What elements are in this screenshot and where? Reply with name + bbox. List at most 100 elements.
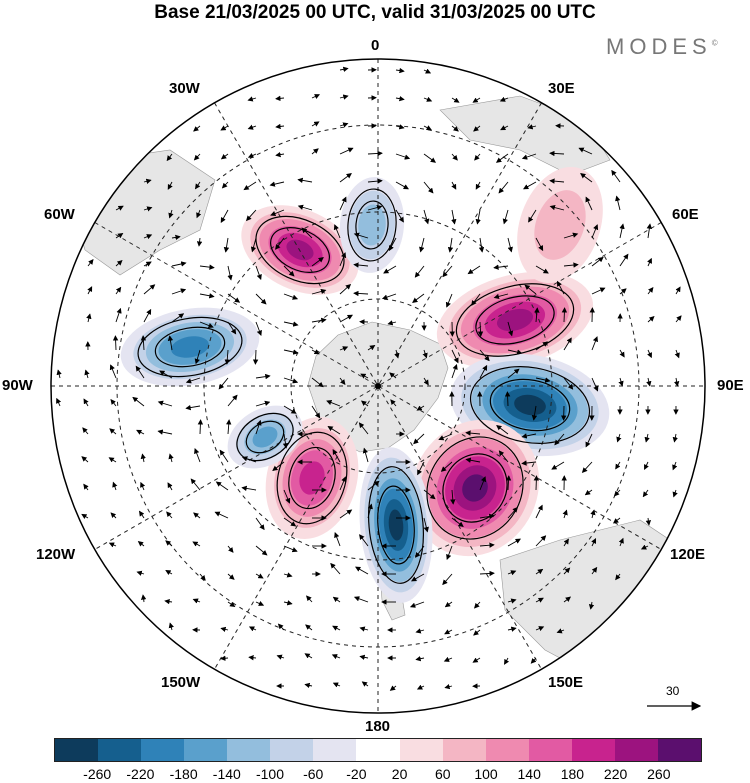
- wind-arrow: [585, 433, 593, 448]
- wind-arrow: [277, 623, 285, 631]
- wind-arrow: [619, 288, 627, 295]
- wind-arrow: [381, 293, 397, 300]
- anomaly-center-7-contour: [288, 446, 336, 510]
- wind-arrow: [444, 629, 453, 635]
- wind-arrow: [530, 657, 537, 664]
- colorbar-tick-label: 140: [517, 766, 541, 782]
- wind-arrow: [311, 121, 320, 127]
- wind-arrow: [423, 153, 437, 163]
- wind-arrow: [446, 545, 453, 560]
- wind-arrow: [472, 657, 481, 663]
- wind-arrow: [56, 397, 62, 407]
- wind-arrow: [563, 567, 571, 575]
- wind-arrow: [479, 364, 488, 379]
- wind-arrow: [551, 461, 565, 470]
- wind-arrow: [227, 265, 233, 281]
- wind-arrow: [521, 153, 537, 160]
- wind-arrow: [272, 461, 285, 472]
- lon-label-120w: 120W: [36, 546, 76, 563]
- wind-arrow: [642, 489, 649, 498]
- lon-label-30e: 30E: [548, 80, 575, 97]
- wind-arrow: [159, 370, 173, 379]
- wind-arrow: [523, 181, 537, 190]
- wind-arrow: [535, 568, 544, 575]
- anomaly-center-4-level: [514, 394, 546, 416]
- wind-arrow: [388, 237, 397, 252]
- wind-arrow: [416, 405, 425, 411]
- wind-arrow: [465, 457, 481, 463]
- wind-arrow: [241, 485, 257, 492]
- wind-arrow: [224, 349, 230, 365]
- wind-arrow: [359, 626, 369, 632]
- wind-arrow: [227, 573, 235, 580]
- wind-arrow: [255, 400, 271, 407]
- wind-arrow: [415, 628, 425, 634]
- colorbar-tick-label: 260: [647, 766, 671, 782]
- wind-arrow: [473, 629, 481, 636]
- wind-arrow: [115, 259, 123, 267]
- anomaly-center-5-contour: [442, 453, 508, 523]
- wind-arrow: [192, 598, 201, 604]
- wind-arrow: [137, 541, 145, 547]
- colorbar-swatch: [55, 739, 99, 761]
- wind-arrow: [534, 307, 540, 323]
- wind-arrow: [496, 424, 509, 435]
- wind-arrow: [143, 178, 152, 184]
- wind-arrow: [330, 562, 341, 575]
- wind-arrow: [311, 257, 324, 267]
- wind-arrow: [647, 286, 654, 295]
- wind-arrow: [389, 685, 397, 691]
- anomaly-center-6-contour: [377, 485, 415, 565]
- wind-arrow: [563, 262, 579, 268]
- wind-arrow: [479, 542, 495, 548]
- anomaly-center-3-contour: [455, 283, 575, 357]
- wind-arrow: [591, 256, 604, 267]
- wind-arrow: [157, 429, 173, 435]
- wind-arrow: [199, 264, 215, 270]
- wind-arrow: [112, 335, 119, 351]
- wind-arrow: [504, 657, 510, 665]
- wind-arrow: [165, 570, 173, 576]
- wind-arrow: [367, 178, 383, 184]
- wind-arrow: [387, 320, 397, 326]
- wind-arrow: [196, 237, 203, 247]
- wind-arrow: [171, 234, 181, 241]
- colorbar-swatch: [227, 739, 271, 761]
- wind-arrow: [475, 181, 481, 190]
- wind-arrow: [108, 457, 117, 463]
- wind-arrow: [275, 95, 285, 102]
- wind-arrow: [493, 264, 509, 270]
- wind-arrow: [440, 461, 453, 472]
- wind-arrow: [221, 181, 229, 189]
- wind-arrow: [531, 405, 538, 421]
- wind-arrow: [416, 684, 425, 690]
- wind-arrow: [640, 544, 649, 550]
- wind-arrow: [283, 405, 297, 414]
- wind-arrow: [647, 257, 652, 267]
- wind-arrow: [297, 177, 313, 184]
- wind-arrow: [270, 209, 285, 217]
- wind-arrow: [255, 293, 267, 305]
- wind-arrow: [615, 195, 621, 211]
- wind-arrow: [311, 288, 327, 295]
- wind-arrow: [243, 181, 257, 191]
- wind-arrow: [409, 601, 425, 608]
- wind-arrow: [226, 419, 232, 435]
- wind-arrow: [585, 196, 593, 211]
- wind-arrow: [83, 483, 89, 491]
- colorbar-swatch: [141, 739, 185, 761]
- colorbar-tick-label: -260: [83, 766, 112, 782]
- colorbar-tick-label: -100: [255, 766, 285, 782]
- wind-arrow: [615, 461, 621, 470]
- reference-vector-label: 30: [666, 684, 680, 698]
- wind-arrow: [197, 419, 204, 435]
- wind-arrow: [580, 173, 593, 183]
- wind-arrow: [331, 654, 341, 660]
- colorbar-swatch: [356, 739, 400, 761]
- anomaly-center-3-level: [496, 308, 534, 332]
- wind-arrow: [283, 517, 297, 527]
- wind-arrow: [478, 237, 485, 253]
- wind-arrow: [451, 153, 458, 161]
- wind-arrow: [339, 252, 347, 267]
- anomaly-center-4-contour: [469, 366, 591, 444]
